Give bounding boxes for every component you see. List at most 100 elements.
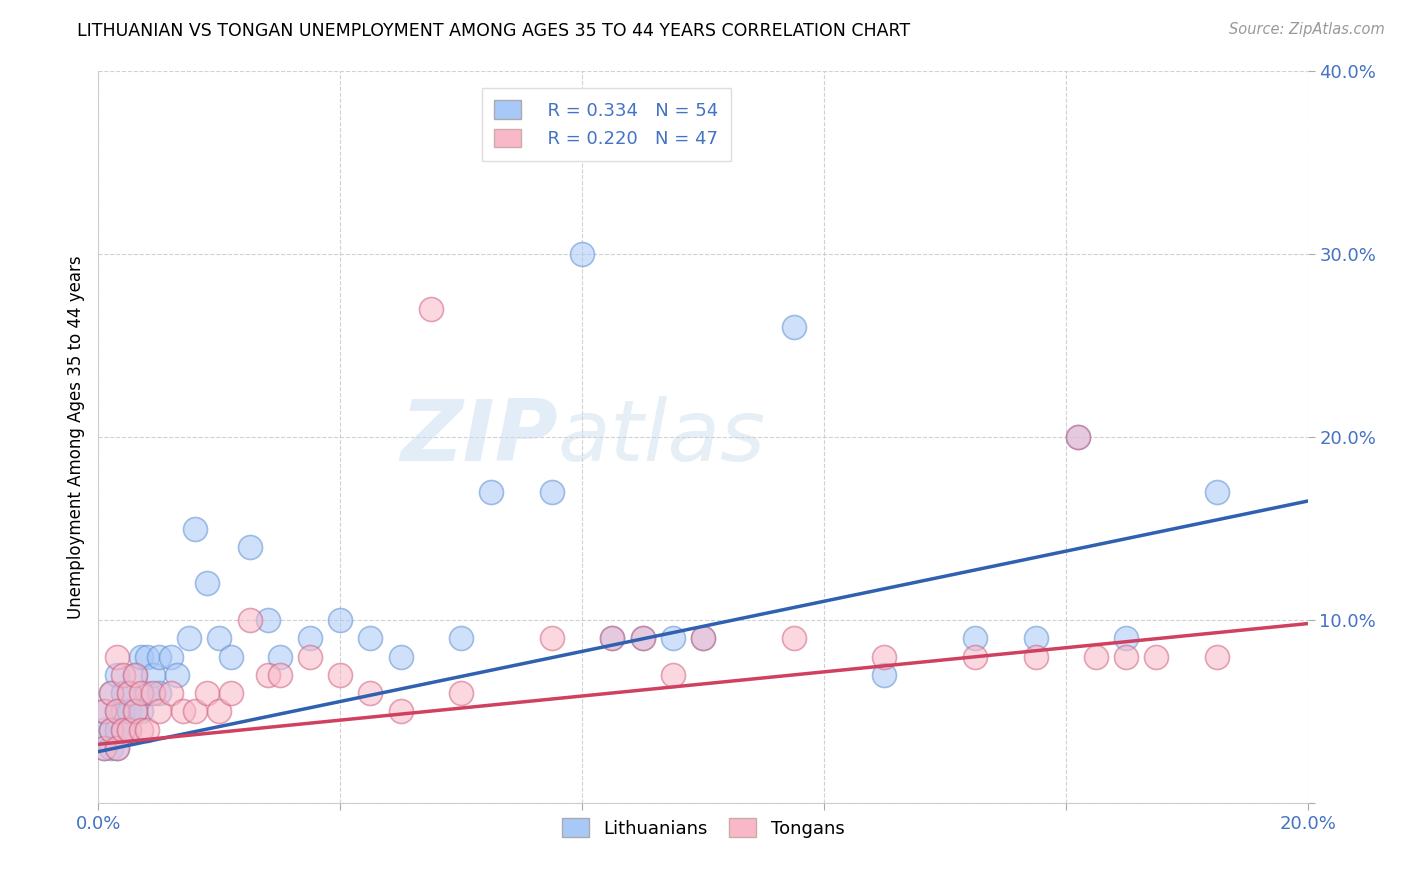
Point xyxy=(1024,632,1046,646)
Y-axis label: Unemployment Among Ages 35 to 44 years: Unemployment Among Ages 35 to 44 years xyxy=(66,255,84,619)
Point xyxy=(184,521,207,535)
Point xyxy=(118,705,141,719)
Point xyxy=(221,649,243,664)
Point xyxy=(450,686,472,700)
Point xyxy=(100,723,122,737)
Point xyxy=(221,686,243,700)
Point xyxy=(602,632,624,646)
Point xyxy=(93,740,115,755)
Point xyxy=(142,686,165,700)
Point xyxy=(661,667,683,681)
Point xyxy=(269,649,291,664)
Point xyxy=(129,723,152,737)
Point xyxy=(124,667,146,681)
Point xyxy=(195,686,218,700)
Point xyxy=(420,301,443,317)
Point xyxy=(93,705,115,719)
Point xyxy=(105,649,128,664)
Point xyxy=(450,632,472,646)
Point xyxy=(965,632,987,646)
Point xyxy=(269,667,291,681)
Point xyxy=(148,705,170,719)
Text: ZIP: ZIP xyxy=(401,395,558,479)
Point xyxy=(111,723,134,737)
Text: atlas: atlas xyxy=(558,395,766,479)
Point xyxy=(1115,632,1137,646)
Point xyxy=(160,649,183,664)
Point xyxy=(135,723,157,737)
Point xyxy=(100,686,122,700)
Point xyxy=(135,686,157,700)
Point xyxy=(195,576,218,591)
Point xyxy=(166,667,188,681)
Point xyxy=(631,632,654,646)
Point xyxy=(111,667,134,681)
Point xyxy=(783,632,806,646)
Point xyxy=(1144,649,1167,664)
Point xyxy=(179,632,201,646)
Point xyxy=(692,632,714,646)
Point xyxy=(208,705,231,719)
Point xyxy=(148,686,170,700)
Point xyxy=(172,705,194,719)
Point xyxy=(692,632,714,646)
Point xyxy=(129,705,152,719)
Point xyxy=(329,667,352,681)
Point xyxy=(105,740,128,755)
Point xyxy=(256,613,278,627)
Point xyxy=(93,705,115,719)
Point xyxy=(1067,430,1090,444)
Point xyxy=(105,667,128,681)
Point xyxy=(129,686,152,700)
Point xyxy=(105,705,128,719)
Point xyxy=(100,686,122,700)
Point xyxy=(148,649,170,664)
Point xyxy=(661,632,683,646)
Point xyxy=(873,667,896,681)
Point xyxy=(1067,430,1090,444)
Point xyxy=(256,667,278,681)
Point xyxy=(389,649,412,664)
Point xyxy=(100,740,122,755)
Point xyxy=(142,667,165,681)
Point xyxy=(631,632,654,646)
Point xyxy=(124,667,146,681)
Point xyxy=(118,723,141,737)
Point xyxy=(93,723,115,737)
Point xyxy=(873,649,896,664)
Point xyxy=(540,632,562,646)
Point xyxy=(239,540,262,554)
Point xyxy=(299,632,322,646)
Point xyxy=(118,723,141,737)
Point xyxy=(783,320,806,334)
Point xyxy=(965,649,987,664)
Point xyxy=(1085,649,1108,664)
Point xyxy=(208,632,231,646)
Point xyxy=(389,705,412,719)
Text: LITHUANIAN VS TONGAN UNEMPLOYMENT AMONG AGES 35 TO 44 YEARS CORRELATION CHART: LITHUANIAN VS TONGAN UNEMPLOYMENT AMONG … xyxy=(77,22,911,40)
Point xyxy=(105,705,128,719)
Point xyxy=(111,686,134,700)
Point xyxy=(100,723,122,737)
Point xyxy=(571,247,593,261)
Point xyxy=(1206,649,1229,664)
Point xyxy=(111,705,134,719)
Point xyxy=(184,705,207,719)
Point xyxy=(329,613,352,627)
Point xyxy=(93,740,115,755)
Point xyxy=(129,649,152,664)
Point xyxy=(239,613,262,627)
Point xyxy=(160,686,183,700)
Point xyxy=(1024,649,1046,664)
Text: Source: ZipAtlas.com: Source: ZipAtlas.com xyxy=(1229,22,1385,37)
Point xyxy=(111,723,134,737)
Point xyxy=(135,649,157,664)
Point xyxy=(299,649,322,664)
Point xyxy=(540,485,562,500)
Point xyxy=(360,632,382,646)
Point xyxy=(118,686,141,700)
Point xyxy=(124,705,146,719)
Legend: Lithuanians, Tongans: Lithuanians, Tongans xyxy=(554,811,852,845)
Point xyxy=(105,740,128,755)
Point xyxy=(1115,649,1137,664)
